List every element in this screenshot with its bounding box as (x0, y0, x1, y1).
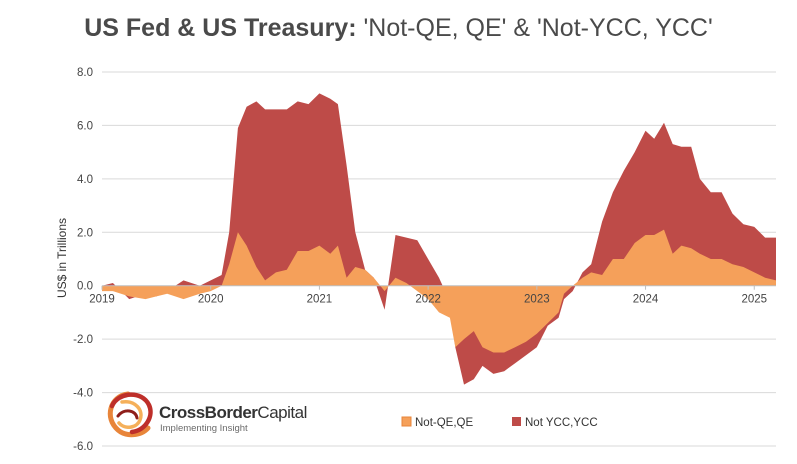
x-tick-label: 2019 (89, 294, 115, 306)
legend: Not-QE,QE Not YCC,YCC (401, 416, 598, 429)
legend-swatch-not-ycc-ycc (512, 417, 521, 426)
x-tick-label: 2021 (307, 294, 333, 306)
crossborder-capital-logo: CrossBorderCapital Implementing Insight (107, 391, 307, 438)
series-area-1 (102, 229, 776, 353)
legend-label-not-qe-qe: Not-QE,QE (415, 417, 473, 429)
logo-wordmark: CrossBorderCapital (159, 403, 307, 422)
legend-label-not-ycc-ycc: Not YCC,YCC (525, 417, 598, 429)
legend-swatch-not-qe-qe (401, 416, 412, 427)
y-tick-label: -2.0 (73, 334, 93, 346)
y-tick-label: -4.0 (73, 388, 93, 400)
chart-title-bold: US Fed & US Treasury: (84, 14, 357, 42)
y-tick-label: 6.0 (77, 120, 93, 132)
logo-name-bold: CrossBorder (159, 403, 258, 422)
series-area-0 (102, 93, 776, 385)
y-tick-label: 4.0 (77, 174, 93, 186)
series-layer (102, 93, 776, 385)
axes: 8.0 6.0 4.0 2.0 0.0 -2.0 -4.0 -6.0 2019 2020 2021 2… (73, 67, 776, 453)
y-axis-title: US$ in Trillions (55, 218, 69, 298)
chart-title-rest: 'Not-QE, QE' & 'Not-YCC, YCC' (356, 14, 713, 42)
x-tick-label: 2020 (198, 294, 224, 306)
logo-tagline: Implementing Insight (160, 423, 248, 434)
chart-title: US Fed & US Treasury: 'Not-QE, QE' & 'No… (0, 14, 797, 43)
y-tick-label: 2.0 (77, 227, 93, 239)
logo-swirl-icon (107, 391, 153, 438)
x-tick-label: 2025 (741, 294, 767, 306)
x-tick-label: 2022 (415, 294, 441, 306)
y-tick-label: -6.0 (73, 441, 93, 453)
logo-name-light: Capital (257, 403, 306, 422)
y-tick-label: 8.0 (77, 67, 93, 79)
y-tick-label: 0.0 (77, 281, 93, 293)
x-tick-label: 2023 (524, 294, 550, 306)
x-tick-label: 2024 (633, 294, 659, 306)
